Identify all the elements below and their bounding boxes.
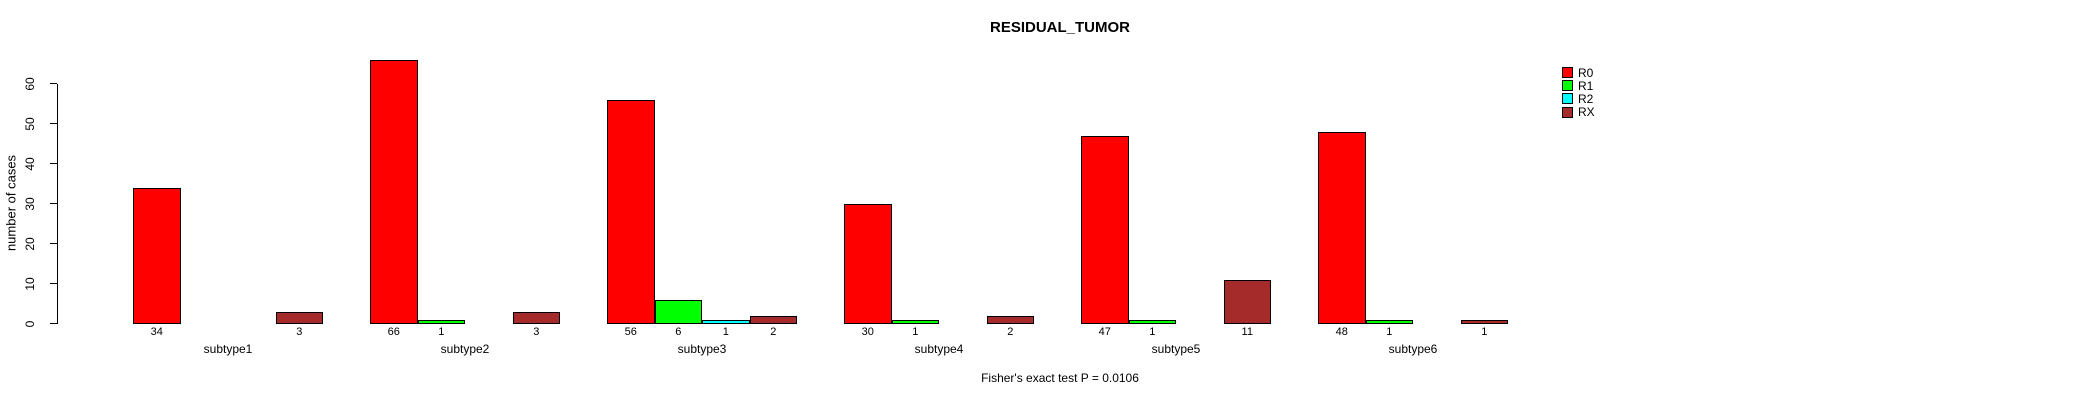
chart-footer: Fisher's exact test P = 0.0106 (981, 371, 1139, 385)
y-axis-tick (49, 123, 57, 124)
x-category-label-subtype5: subtype5 (1151, 342, 1201, 356)
chart-title: RESIDUAL_TUMOR (989, 19, 1131, 36)
bar-value-label: 1 (1386, 326, 1393, 338)
bar-value-label: 2 (1007, 326, 1014, 338)
legend-label-R0: R0 (1578, 65, 1594, 80)
legend-label-RX: RX (1578, 105, 1595, 120)
bar-R0-subtype2 (370, 59, 418, 324)
x-category-label-subtype6: subtype6 (1388, 342, 1438, 356)
bar-value-label: 1 (1149, 326, 1156, 338)
bar-RX-subtype3 (749, 315, 797, 324)
y-axis-line (56, 83, 58, 324)
bar-R0-subtype5 (1081, 135, 1129, 324)
bar-value-label: 30 (861, 326, 874, 338)
bar-R2-subtype3 (702, 319, 750, 324)
y-axis-tick (49, 203, 57, 204)
bar-value-label: 1 (438, 326, 445, 338)
legend-swatch-R1 (1562, 80, 1573, 92)
bar-value-label: 56 (624, 326, 637, 338)
legend-item-R0: R0 (1562, 66, 1595, 79)
y-tick-label: 60 (23, 76, 37, 91)
bar-R0-subtype1 (133, 187, 181, 324)
bar-RX-subtype1 (275, 311, 323, 324)
bar-R1-subtype3 (654, 299, 702, 324)
x-category-label-subtype4: subtype4 (914, 342, 964, 356)
bar-value-label: 48 (1335, 326, 1348, 338)
bar-value-label: 11 (1241, 326, 1253, 338)
bar-value-label: 1 (912, 326, 919, 338)
bar-value-label: 1 (722, 326, 729, 338)
x-category-label-subtype3: subtype3 (677, 342, 727, 356)
bar-value-label: 2 (770, 326, 777, 338)
legend-swatch-RX (1562, 106, 1573, 118)
bar-R0-subtype6 (1318, 131, 1366, 324)
y-tick-label: 20 (23, 236, 37, 251)
bar-R1-subtype6 (1365, 319, 1413, 324)
bar-R1-subtype5 (1128, 319, 1176, 324)
legend: R0 R1 R2 RX (1562, 66, 1595, 119)
bar-value-label: 66 (387, 326, 400, 338)
x-category-label-subtype1: subtype1 (203, 342, 253, 356)
y-tick-label: 10 (23, 276, 37, 291)
legend-item-R1: R1 (1562, 79, 1595, 92)
bar-value-label: 3 (296, 326, 303, 338)
bar-value-label: 1 (1481, 326, 1488, 338)
legend-label-R2: R2 (1578, 91, 1594, 106)
x-category-label-subtype2: subtype2 (440, 342, 490, 356)
y-tick-label: 0 (23, 320, 37, 327)
bar-RX-subtype5 (1223, 279, 1271, 324)
y-tick-label: 40 (23, 156, 37, 171)
legend-swatch-R0 (1562, 67, 1573, 79)
y-axis-tick (49, 323, 57, 324)
bar-value-label: 47 (1098, 326, 1111, 338)
y-tick-label: 30 (23, 196, 37, 211)
bar-R0-subtype3 (607, 99, 655, 324)
legend-item-R2: R2 (1562, 92, 1595, 105)
bar-R0-subtype4 (844, 203, 892, 324)
y-axis-tick (49, 243, 57, 244)
bar-R1-subtype4 (891, 319, 939, 324)
y-axis-title: number of cases (3, 154, 19, 252)
bar-value-label: 34 (150, 326, 163, 338)
bar-value-label: 3 (533, 326, 540, 338)
bar-value-label: 6 (675, 326, 682, 338)
y-tick-label: 50 (23, 116, 37, 131)
bar-RX-subtype2 (512, 311, 560, 324)
bar-RX-subtype6 (1460, 319, 1508, 324)
bar-R1-subtype2 (417, 319, 465, 324)
y-axis-tick (49, 163, 57, 164)
y-axis-tick (49, 83, 57, 84)
bar-RX-subtype4 (986, 315, 1034, 324)
legend-swatch-R2 (1562, 93, 1573, 105)
legend-label-R1: R1 (1578, 78, 1594, 93)
y-axis-tick (49, 283, 57, 284)
legend-item-RX: RX (1562, 106, 1595, 119)
